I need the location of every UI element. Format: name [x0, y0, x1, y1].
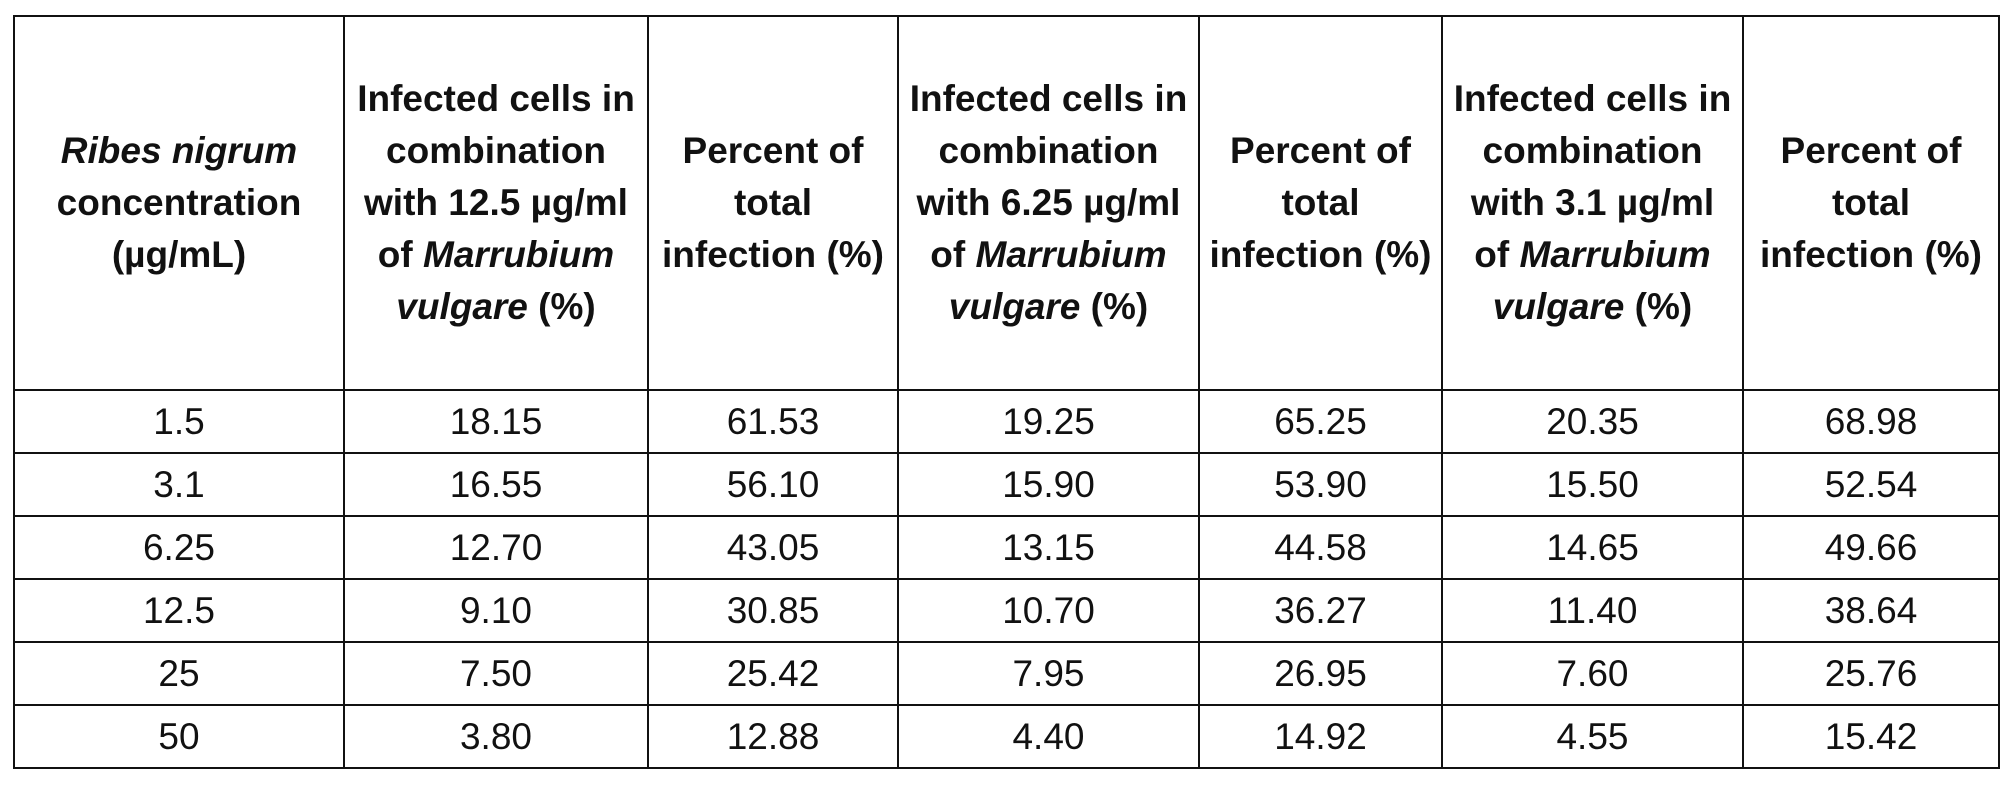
cell: 25	[14, 642, 344, 705]
cell: 13.15	[898, 516, 1199, 579]
cell: 15.90	[898, 453, 1199, 516]
cell: 12.88	[648, 705, 898, 768]
header-row: Ribes nigrum concentration (µg/mL)Infect…	[14, 16, 1999, 390]
cell: 36.27	[1199, 579, 1442, 642]
cell: 3.1	[14, 453, 344, 516]
column-header: Percent of total infection (%)	[1199, 16, 1442, 390]
cell: 14.65	[1442, 516, 1743, 579]
header-text: (%)	[1624, 286, 1692, 327]
header-text: Percent of total infection (%)	[662, 130, 884, 275]
header-text: Percent of total infection (%)	[1210, 130, 1432, 275]
data-row: 6.2512.7043.0513.1544.5814.6549.66	[14, 516, 1999, 579]
header-text: (%)	[528, 286, 596, 327]
cell: 20.35	[1442, 390, 1743, 453]
cell: 38.64	[1743, 579, 1999, 642]
cell: 26.95	[1199, 642, 1442, 705]
cell: 16.55	[344, 453, 648, 516]
cell: 53.90	[1199, 453, 1442, 516]
cell: 19.25	[898, 390, 1199, 453]
data-row: 3.116.5556.1015.9053.9015.5052.54	[14, 453, 1999, 516]
cell: 52.54	[1743, 453, 1999, 516]
cell: 15.50	[1442, 453, 1743, 516]
header-text: concentration (µg/mL)	[57, 182, 302, 275]
cell: 49.66	[1743, 516, 1999, 579]
header-text: Ribes nigrum	[61, 130, 297, 171]
cell: 68.98	[1743, 390, 1999, 453]
cell: 7.60	[1442, 642, 1743, 705]
data-row: 503.8012.884.4014.924.5515.42	[14, 705, 1999, 768]
cell: 4.40	[898, 705, 1199, 768]
cell: 11.40	[1442, 579, 1743, 642]
cell: 43.05	[648, 516, 898, 579]
column-header: Infected cells in combination with 3.1 µ…	[1442, 16, 1743, 390]
cell: 10.70	[898, 579, 1199, 642]
header-text: Percent of total infection (%)	[1760, 130, 1982, 275]
column-header: Ribes nigrum concentration (µg/mL)	[14, 16, 344, 390]
cell: 15.42	[1743, 705, 1999, 768]
table-body: 1.518.1561.5319.2565.2520.3568.983.116.5…	[14, 390, 1999, 768]
cell: 6.25	[14, 516, 344, 579]
data-row: 1.518.1561.5319.2565.2520.3568.98	[14, 390, 1999, 453]
column-header: Percent of total infection (%)	[1743, 16, 1999, 390]
cell: 30.85	[648, 579, 898, 642]
cell: 44.58	[1199, 516, 1442, 579]
column-header: Percent of total infection (%)	[648, 16, 898, 390]
data-table: Ribes nigrum concentration (µg/mL)Infect…	[13, 15, 2000, 769]
data-row: 12.59.1030.8510.7036.2711.4038.64	[14, 579, 1999, 642]
cell: 50	[14, 705, 344, 768]
cell: 25.42	[648, 642, 898, 705]
cell: 14.92	[1199, 705, 1442, 768]
data-row: 257.5025.427.9526.957.6025.76	[14, 642, 1999, 705]
column-header: Infected cells in combination with 12.5 …	[344, 16, 648, 390]
cell: 61.53	[648, 390, 898, 453]
cell: 12.70	[344, 516, 648, 579]
cell: 25.76	[1743, 642, 1999, 705]
column-header: Infected cells in combination with 6.25 …	[898, 16, 1199, 390]
cell: 7.95	[898, 642, 1199, 705]
cell: 56.10	[648, 453, 898, 516]
cell: 3.80	[344, 705, 648, 768]
cell: 12.5	[14, 579, 344, 642]
header-text: (%)	[1080, 286, 1148, 327]
cell: 18.15	[344, 390, 648, 453]
cell: 4.55	[1442, 705, 1743, 768]
cell: 65.25	[1199, 390, 1442, 453]
cell: 1.5	[14, 390, 344, 453]
cell: 7.50	[344, 642, 648, 705]
cell: 9.10	[344, 579, 648, 642]
